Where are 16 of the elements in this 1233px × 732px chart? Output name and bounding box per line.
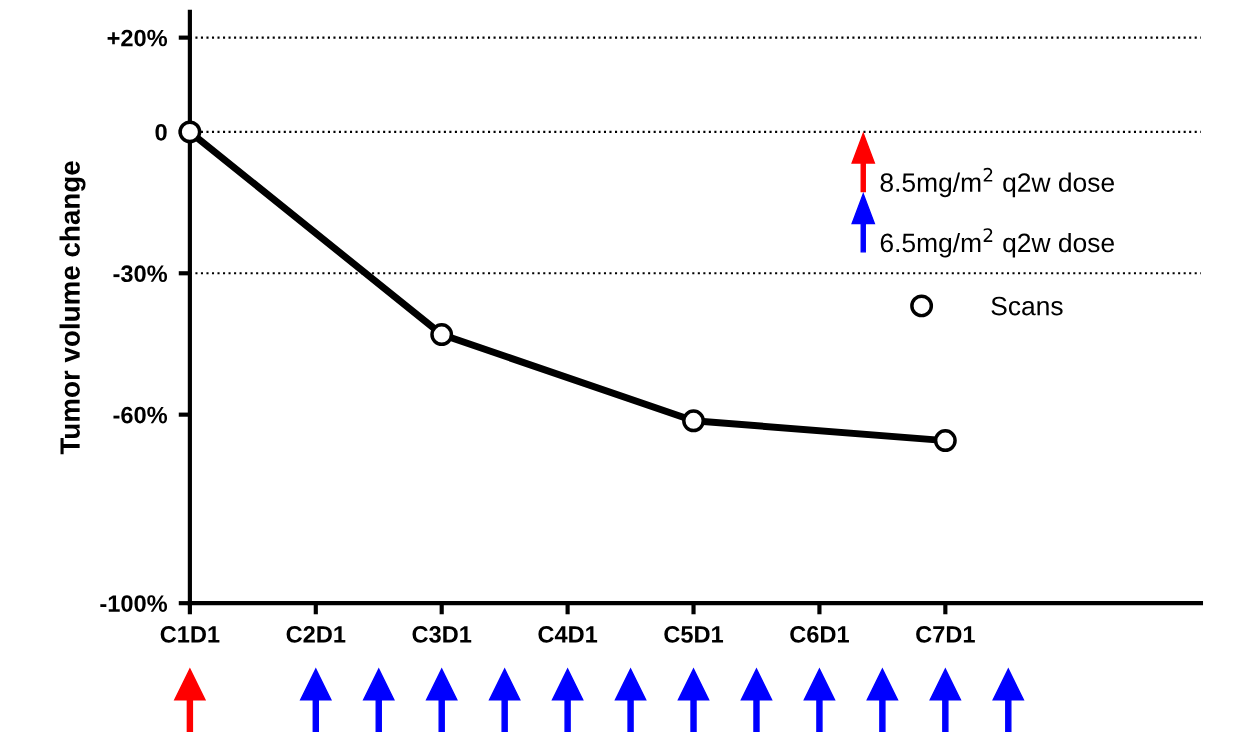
x-tick-label: C5D1 xyxy=(664,626,724,643)
y-tick-label: -30% xyxy=(113,265,168,283)
x-tick-label: C1D1 xyxy=(160,626,220,643)
x-tick-label: C7D1 xyxy=(916,626,975,643)
y-tick-label: -100% xyxy=(100,595,168,612)
y-tick-label: -60% xyxy=(113,406,168,424)
y-tick-label: +20% xyxy=(107,29,168,47)
annotation: 6.5mg/m$^{2}$ q2w dose xyxy=(880,228,1114,258)
x-tick-label: C2D1 xyxy=(286,626,346,643)
x-tick-label: C4D1 xyxy=(538,626,598,643)
annotation: 8.5mg/m$^{2}$ q2w dose xyxy=(880,167,1114,198)
y-axis-title: Tumor volume change xyxy=(59,161,86,455)
x-tick-label: C6D1 xyxy=(790,626,849,643)
legend-label: Scans xyxy=(991,296,1063,316)
x-tick-label: C3D1 xyxy=(412,626,472,643)
y-tick-label: 0 xyxy=(155,123,167,141)
